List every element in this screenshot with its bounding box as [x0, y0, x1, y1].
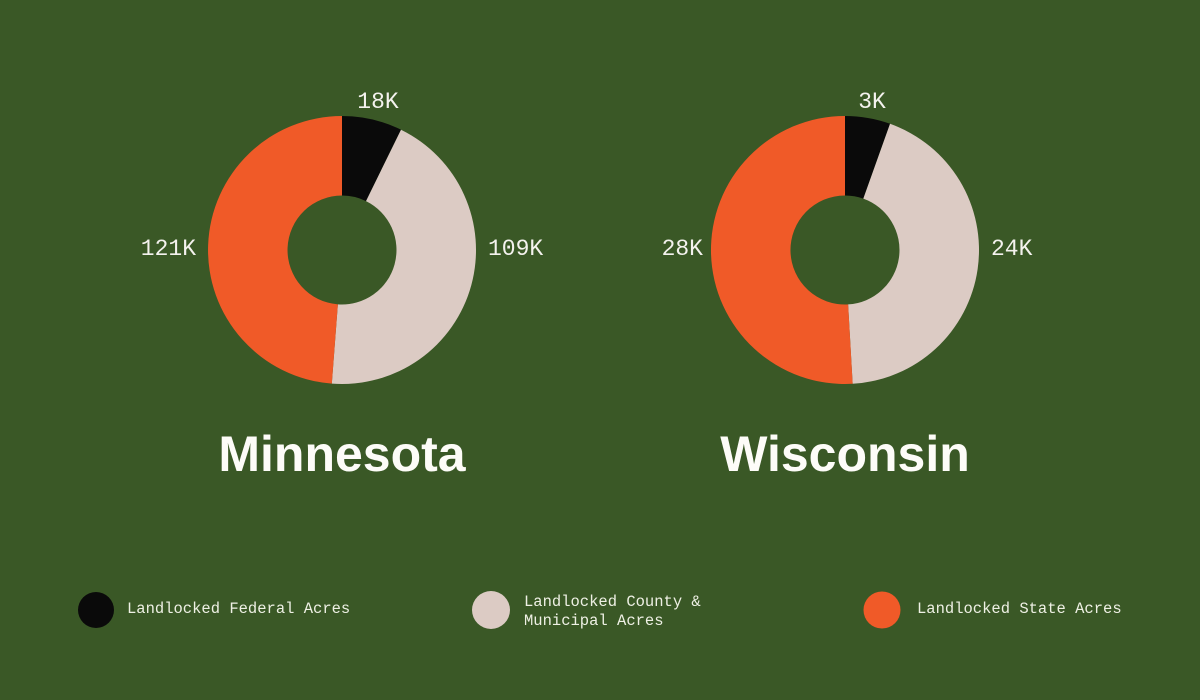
svg-text:Municipal Acres: Municipal Acres: [524, 612, 664, 630]
svg-text:109K: 109K: [488, 236, 543, 262]
svg-text:Wisconsin: Wisconsin: [720, 426, 970, 482]
svg-text:Minnesota: Minnesota: [218, 426, 466, 482]
svg-text:Landlocked County &: Landlocked County &: [524, 593, 701, 611]
svg-text:121K: 121K: [141, 236, 196, 262]
svg-text:24K: 24K: [991, 236, 1033, 262]
svg-text:Landlocked Federal Acres: Landlocked Federal Acres: [127, 600, 350, 618]
svg-text:Landlocked State Acres: Landlocked State Acres: [917, 600, 1122, 618]
svg-text:18K: 18K: [357, 89, 399, 115]
svg-text:3K: 3K: [858, 89, 886, 115]
svg-text:28K: 28K: [662, 236, 704, 262]
